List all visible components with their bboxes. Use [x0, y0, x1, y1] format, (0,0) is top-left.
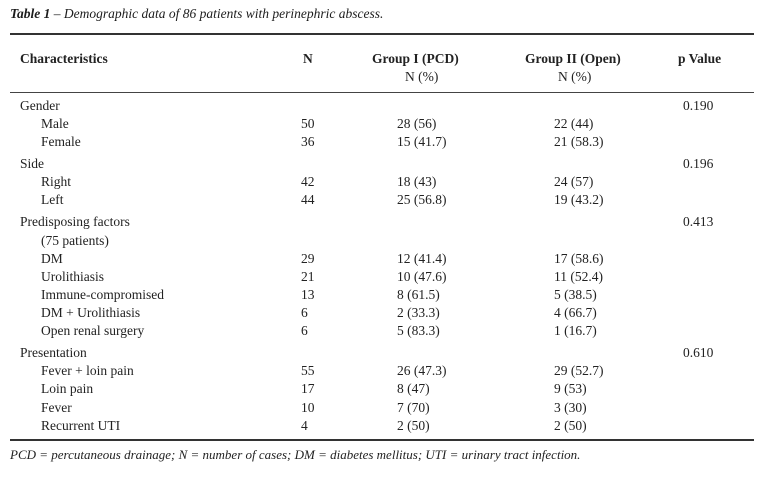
header-n: N [303, 51, 313, 66]
row-group1: 7 (70) [397, 400, 430, 415]
row-group1: 2 (50) [397, 418, 430, 433]
row-group1: 26 (47.3) [397, 363, 447, 378]
row-p-value: 0.413 [683, 214, 714, 229]
row-n: 42 [301, 174, 315, 189]
row-label: DM + Urolithiasis [41, 305, 141, 320]
row-n: 6 [301, 323, 308, 338]
row-p-value: 0.190 [683, 98, 714, 113]
row-n: 50 [301, 116, 315, 131]
row-group2: 29 (52.7) [554, 363, 604, 378]
row-n: 6 [301, 305, 308, 320]
row-group2: 21 (58.3) [554, 134, 604, 149]
row-n: 10 [301, 400, 315, 415]
bottom-rule [10, 439, 754, 441]
row-group2: 24 (57) [554, 174, 594, 189]
row-label: DM [41, 251, 63, 266]
header-rule [10, 92, 754, 93]
row-group2: 4 (66.7) [554, 305, 597, 320]
row-group1: 10 (47.6) [397, 269, 447, 284]
table-caption: Table 1 – Demographic data of 86 patient… [10, 6, 383, 22]
row-group1: 28 (56) [397, 116, 437, 131]
row-group2: 17 (58.6) [554, 251, 604, 266]
row-label: Male [41, 116, 69, 131]
row-group2: 19 (43.2) [554, 192, 604, 207]
row-label: Urolithiasis [41, 269, 104, 284]
row-group2: 11 (52.4) [554, 269, 603, 284]
header-group2-sub: N (%) [558, 69, 592, 84]
row-group1: 2 (33.3) [397, 305, 440, 320]
row-label: Immune-compromised [41, 287, 164, 302]
row-p-value: 0.196 [683, 156, 714, 171]
header-group2: Group II (Open) [525, 51, 621, 66]
row-group2: 2 (50) [554, 418, 587, 433]
row-label: Right [41, 174, 72, 189]
row-label: Side [20, 156, 45, 171]
table-footnote: PCD = percutaneous drainage; N = number … [10, 447, 581, 462]
row-n: 55 [301, 363, 315, 378]
row-group2: 22 (44) [554, 116, 594, 131]
row-n: 21 [301, 269, 315, 284]
row-label: Gender [20, 98, 60, 113]
table-caption-text: – Demographic data of 86 patients with p… [50, 6, 384, 21]
row-group1: 12 (41.4) [397, 251, 447, 266]
header-characteristics: Characteristics [20, 51, 108, 66]
row-n: 4 [301, 418, 308, 433]
row-n: 44 [301, 192, 315, 207]
table-caption-label: Table 1 [10, 6, 51, 21]
row-label: Presentation [20, 345, 87, 360]
row-n: 17 [301, 381, 315, 396]
row-group1: 5 (83.3) [397, 323, 440, 338]
row-group1: 25 (56.8) [397, 192, 447, 207]
row-group2: 3 (30) [554, 400, 587, 415]
row-n: 29 [301, 251, 315, 266]
row-label: Fever + loin pain [41, 363, 134, 378]
row-group1: 8 (47) [397, 381, 430, 396]
row-p-value: 0.610 [683, 345, 714, 360]
header-group1: Group I (PCD) [372, 51, 459, 66]
row-label: (75 patients) [41, 233, 109, 248]
header-group1-sub: N (%) [405, 69, 439, 84]
row-group2: 5 (38.5) [554, 287, 597, 302]
header-p-value: p Value [678, 51, 722, 66]
row-group2: 1 (16.7) [554, 323, 597, 338]
row-group1: 18 (43) [397, 174, 437, 189]
row-group2: 9 (53) [554, 381, 587, 396]
row-n: 13 [301, 287, 315, 302]
row-label: Recurrent UTI [41, 418, 121, 433]
row-group1: 15 (41.7) [397, 134, 447, 149]
row-group1: 8 (61.5) [397, 287, 440, 302]
row-label: Fever [41, 400, 72, 415]
top-rule [10, 33, 754, 35]
row-label: Predisposing factors [20, 214, 130, 229]
row-label: Loin pain [41, 381, 94, 396]
row-label: Left [41, 192, 64, 207]
row-n: 36 [301, 134, 315, 149]
row-label: Female [41, 134, 81, 149]
row-label: Open renal surgery [41, 323, 145, 338]
